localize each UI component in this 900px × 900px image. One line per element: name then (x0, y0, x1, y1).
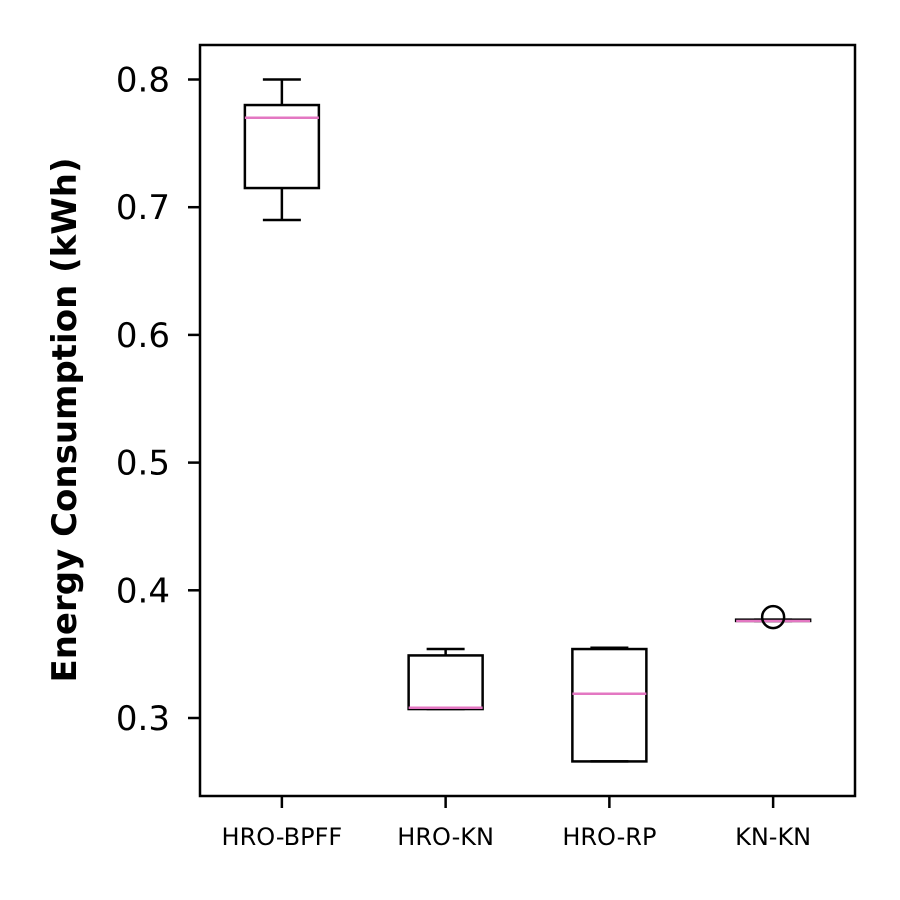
box-hro-rp (571, 646, 648, 763)
y-tick-label: 0.5 (116, 444, 170, 484)
x-tick-label: HRO-RP (562, 823, 656, 851)
iqr-box (243, 103, 321, 190)
iqr-box (407, 654, 484, 711)
iqr-box (571, 647, 648, 763)
box-kn-kn (734, 604, 812, 630)
box-hro-bpff (243, 78, 321, 222)
y-tick-label: 0.7 (116, 188, 170, 228)
boxes-group (243, 78, 812, 763)
x-axis-ticks: HRO-BPFF HRO-KN HRO-RP KN-KN (222, 796, 811, 851)
y-tick-label: 0.4 (116, 571, 170, 611)
y-axis-title-group: Energy Consumption (kWh) (45, 157, 85, 682)
plot-frame (198, 43, 857, 798)
box-hro-kn (407, 647, 484, 711)
y-axis-title: Energy Consumption (kWh) (45, 157, 85, 682)
x-tick-label: HRO-KN (397, 823, 494, 851)
y-axis-ticks: 0.3 0.4 0.5 0.6 0.7 0.8 (116, 61, 200, 739)
y-tick-label: 0.8 (116, 61, 170, 101)
x-tick-label: KN-KN (735, 823, 811, 851)
y-tick-label: 0.3 (116, 699, 170, 739)
x-tick-label: HRO-BPFF (222, 823, 343, 851)
outlier-point (760, 604, 786, 630)
y-tick-label: 0.6 (116, 316, 170, 356)
